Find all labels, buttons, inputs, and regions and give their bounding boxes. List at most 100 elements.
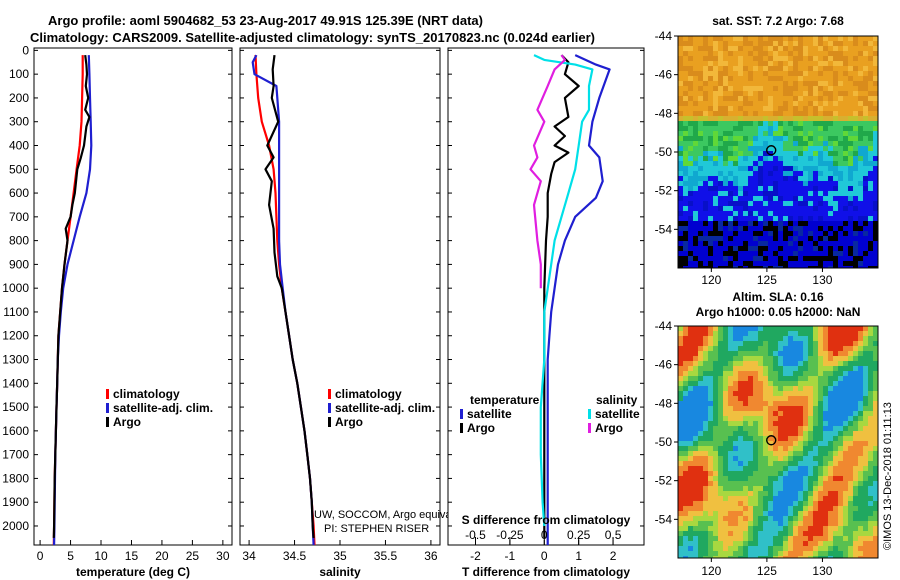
annotation-pi: PI: STEPHEN RISER bbox=[324, 523, 429, 535]
depth-tick-label: 300 bbox=[9, 115, 29, 129]
difference-panel: -2 -1 0 1 2 T difference from climatology temp… bbox=[447, 47, 645, 579]
legend-label: Argo bbox=[595, 421, 623, 435]
sst-map: sat. SST: 7.2 Argo: 7.68 -44 -46 -48 -50 -52 -… bbox=[655, 14, 879, 287]
series-line-argo bbox=[52, 54, 91, 538]
lat-tick-label: -50 bbox=[655, 145, 673, 159]
lon-tick-label: 130 bbox=[812, 273, 832, 287]
sla-field bbox=[678, 326, 878, 558]
legend-swatch bbox=[106, 403, 109, 413]
annotation-uw: UW, SOCCOM, Argo equivalent bbox=[314, 509, 469, 521]
lat-tick-label: -44 bbox=[655, 319, 673, 333]
legend-title-salinity: salinity bbox=[596, 393, 638, 407]
x-tick-label-secondary: 0.25 bbox=[567, 528, 591, 542]
legend-label: Argo bbox=[467, 421, 495, 435]
argo-location-marker bbox=[766, 435, 777, 446]
temperature-panel: 0 5 10 15 20 25 30 temperature (deg C) climatolo… bbox=[33, 47, 233, 579]
legend-label: satellite-adj. clim. bbox=[335, 401, 435, 415]
x-tick-label: 0 bbox=[37, 549, 44, 563]
depth-tick-label: 900 bbox=[9, 257, 29, 271]
map-subtitle: Argo h1000: 0.05 h2000: NaN bbox=[696, 305, 861, 319]
legend-swatch bbox=[588, 409, 591, 419]
lat-tick-label: -46 bbox=[655, 68, 673, 82]
x-tick-label: 10 bbox=[94, 549, 108, 563]
lat-tick-label: -44 bbox=[655, 29, 673, 43]
lon-tick-label: 120 bbox=[701, 273, 721, 287]
depth-tick-label: 400 bbox=[9, 138, 29, 152]
x-tick-label: 5 bbox=[67, 549, 74, 563]
depth-tick-label: 500 bbox=[9, 162, 29, 176]
x-axis-label-secondary: S difference from climatology bbox=[462, 513, 631, 527]
map-title: Altim. SLA: 0.16 bbox=[732, 290, 824, 304]
depth-tick-label: 1300 bbox=[2, 353, 29, 367]
lat-tick-label: -54 bbox=[655, 222, 673, 236]
legend-swatch bbox=[460, 423, 463, 433]
x-tick-label: -2 bbox=[470, 549, 481, 563]
legend-label: climatology bbox=[113, 387, 180, 401]
depth-tick-label: 1600 bbox=[2, 424, 29, 438]
legend-label: climatology bbox=[335, 387, 402, 401]
series-line-argo-s bbox=[529, 54, 567, 289]
depth-tick-label: 1400 bbox=[2, 376, 29, 390]
legend-swatch bbox=[106, 389, 109, 399]
x-tick-label: 2 bbox=[610, 549, 617, 563]
legend-title-temperature: temperature bbox=[470, 393, 540, 407]
depth-tick-label: 2000 bbox=[2, 519, 29, 533]
x-axis-label: temperature (deg C) bbox=[76, 565, 190, 579]
legend-label: satellite bbox=[467, 407, 512, 421]
lon-tick-label: 130 bbox=[812, 564, 832, 578]
figure-title-line1: Argo profile: aoml 5904682_53 23-Aug-201… bbox=[48, 13, 483, 28]
legend-swatch bbox=[460, 409, 463, 419]
x-tick-label: 15 bbox=[125, 549, 139, 563]
lat-tick-label: -48 bbox=[655, 396, 673, 410]
legend-swatch bbox=[588, 423, 591, 433]
x-tick-label-secondary: -0.5 bbox=[465, 528, 486, 542]
depth-tick-label: 800 bbox=[9, 234, 29, 248]
depth-tick-label: 1900 bbox=[2, 495, 29, 509]
x-tick-label: 0 bbox=[541, 549, 548, 563]
lat-tick-label: -50 bbox=[655, 435, 673, 449]
legend-swatch bbox=[328, 403, 331, 413]
x-tick-label-secondary: 0 bbox=[541, 528, 548, 542]
x-axis-label: T difference from climatology bbox=[462, 565, 630, 579]
x-tick-label: 30 bbox=[216, 549, 230, 563]
lat-tick-label: -52 bbox=[655, 474, 673, 488]
x-tick-label-secondary: 0.5 bbox=[605, 528, 622, 542]
depth-tick-label: 200 bbox=[9, 91, 29, 105]
lat-tick-label: -54 bbox=[655, 512, 673, 526]
depth-tick-label: 600 bbox=[9, 186, 29, 200]
figure-title-line2: Climatology: CARS2009. Satellite-adjuste… bbox=[30, 30, 595, 45]
salinity-panel: 34 34.5 35 35.5 36 salinity climatologysatelli… bbox=[239, 47, 469, 579]
depth-tick-label: 0 bbox=[22, 43, 29, 57]
lon-tick-label: 125 bbox=[757, 273, 777, 287]
imos-credit: ©IMOS 13-Dec-2018 01:11:13 bbox=[882, 402, 894, 550]
lat-tick-label: -46 bbox=[655, 358, 673, 372]
legend-swatch bbox=[328, 417, 331, 427]
depth-tick-label: 1100 bbox=[3, 305, 29, 319]
legend-label: Argo bbox=[113, 415, 141, 429]
plot-frame bbox=[239, 47, 441, 546]
depth-tick-label: 1500 bbox=[2, 400, 29, 414]
series-line-satellite-t bbox=[546, 54, 611, 545]
x-tick-label: 34 bbox=[242, 549, 256, 563]
x-tick-label: 35.5 bbox=[374, 549, 398, 563]
lat-tick-label: -48 bbox=[655, 106, 673, 120]
series-line-argo-t bbox=[543, 54, 580, 538]
lon-tick-label: 125 bbox=[757, 564, 777, 578]
series-line-argo bbox=[264, 54, 315, 538]
x-tick-label: 25 bbox=[186, 549, 200, 563]
x-tick-label: 1 bbox=[575, 549, 582, 563]
depth-tick-label: 1200 bbox=[2, 329, 29, 343]
plot-frame bbox=[33, 47, 233, 546]
x-tick-label-secondary: -0.25 bbox=[496, 528, 524, 542]
legend-swatch bbox=[106, 417, 109, 427]
legend-swatch bbox=[328, 389, 331, 399]
depth-tick-label: 1700 bbox=[2, 448, 29, 462]
legend-label: satellite-adj. clim. bbox=[113, 401, 213, 415]
sst-field bbox=[678, 36, 878, 268]
x-tick-label: 34.5 bbox=[283, 549, 307, 563]
depth-tick-label: 700 bbox=[9, 210, 29, 224]
depth-tick-label: 100 bbox=[9, 67, 29, 81]
x-axis-label: salinity bbox=[319, 565, 361, 579]
depth-axis: 0 100 200 300 400 500 600 700 800 900 1000 1100 1200… bbox=[2, 43, 29, 533]
